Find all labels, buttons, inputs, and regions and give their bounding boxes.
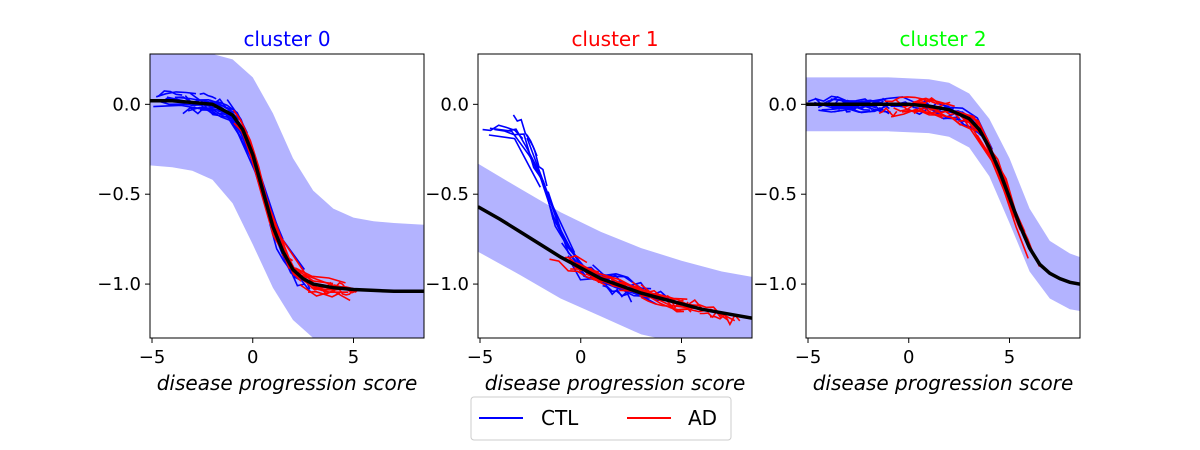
trajectory-ctl: [153, 104, 210, 112]
trajectory-ad: [698, 303, 729, 321]
trajectory-ad: [1003, 190, 1029, 259]
trajectory-ctl: [807, 95, 840, 103]
trajectory-ad: [308, 290, 341, 298]
y-tick-label: 0.0: [768, 94, 797, 115]
axes-frame: [805, 53, 1081, 339]
x-tick-label: 5: [1004, 347, 1015, 368]
x-tick-label: 0: [575, 347, 586, 368]
mean-curve: [806, 102, 1080, 286]
panel-0: −5 0 5 0.0 −0.5 −1.0 cluster 0 disease progress…: [97, 27, 425, 395]
plot-area: [806, 77, 1080, 312]
x-tick-label: −5: [795, 347, 822, 368]
x-tick-label: 0: [247, 347, 258, 368]
trajectory-ad: [549, 258, 606, 286]
panel-title: cluster 0: [243, 27, 330, 51]
x-tick-label: 0: [903, 347, 914, 368]
legend-frame: [470, 396, 732, 441]
trajectory-ad: [232, 109, 285, 247]
trajectory-ctl: [831, 102, 851, 113]
trajectory-ad: [310, 286, 349, 294]
trajectory-ctl: [821, 104, 864, 111]
trajectory-ctl: [833, 107, 890, 115]
trajectory-ctl: [604, 284, 629, 297]
y-tick-label: −1.0: [97, 274, 141, 295]
trajectory-ad: [912, 97, 955, 108]
panel-2: −5 0 5 0.0 −0.5 −1.0 cluster 2 disease progress…: [753, 27, 1081, 395]
mean-curve: [150, 98, 424, 294]
x-tick-label: −5: [139, 347, 166, 368]
trajectory-ctl: [489, 127, 534, 162]
panel-1: −5 0 5 0.0 −0.5 −1.0 cluster 1 disease progress…: [425, 27, 753, 395]
trajectory-ctl: [482, 124, 524, 140]
trajectory-ctl: [199, 109, 243, 140]
confidence-band: [478, 163, 752, 338]
trajectory-ad: [918, 107, 957, 120]
trajectory-ad: [276, 230, 337, 288]
trajectory-ad: [575, 261, 600, 273]
trajectory-ad: [878, 107, 898, 118]
trajectory-ad: [950, 116, 981, 133]
trajectory-ad: [991, 151, 1010, 191]
y-tick-label: 0.0: [440, 94, 469, 115]
y-tick-label: −0.5: [425, 184, 469, 205]
confidence-band: [806, 77, 1080, 312]
confidence-band: [150, 54, 424, 338]
mean-curve: [478, 205, 752, 320]
trajectory-ctl: [199, 92, 217, 100]
trajectory-ctl: [526, 134, 548, 187]
y-tick-label: −1.0: [753, 274, 797, 295]
x-axis-label: disease progression score: [813, 371, 1074, 395]
trajectory-ad: [299, 283, 351, 302]
trajectory-ctl: [157, 90, 183, 97]
y-tick-label: −1.0: [425, 274, 469, 295]
trajectory-ad: [962, 117, 1021, 231]
y-tick-label: 0.0: [112, 94, 141, 115]
legend-label-ctl: CTL: [541, 406, 579, 430]
x-axis-label: disease progression score: [485, 371, 746, 395]
plot-area: [478, 114, 752, 338]
trajectory-ad: [890, 108, 942, 118]
trajectory-ctl: [506, 128, 566, 243]
plot-area: [150, 54, 424, 338]
panel-title: cluster 2: [899, 27, 986, 51]
panel-title: cluster 1: [571, 27, 658, 51]
panels: −5 0 5 0.0 −0.5 −1.0 cluster 0 disease progress…: [97, 27, 1081, 395]
y-tick-label: −0.5: [97, 184, 141, 205]
legend-label-ad: AD: [688, 406, 717, 430]
axes-frame: [477, 53, 753, 339]
legend: CTL AD: [470, 396, 732, 441]
trajectory-ctl: [190, 104, 242, 134]
trajectory-ctl: [155, 91, 197, 98]
axes-frame: [149, 53, 425, 339]
trajectory-ad: [564, 254, 588, 264]
x-tick-label: 5: [348, 347, 359, 368]
y-tick-label: −0.5: [753, 184, 797, 205]
x-tick-label: −5: [467, 347, 494, 368]
trajectory-ctl: [488, 134, 542, 188]
x-axis-label: disease progression score: [157, 371, 418, 395]
x-tick-label: 5: [676, 347, 687, 368]
trajectory-ad: [640, 296, 685, 313]
